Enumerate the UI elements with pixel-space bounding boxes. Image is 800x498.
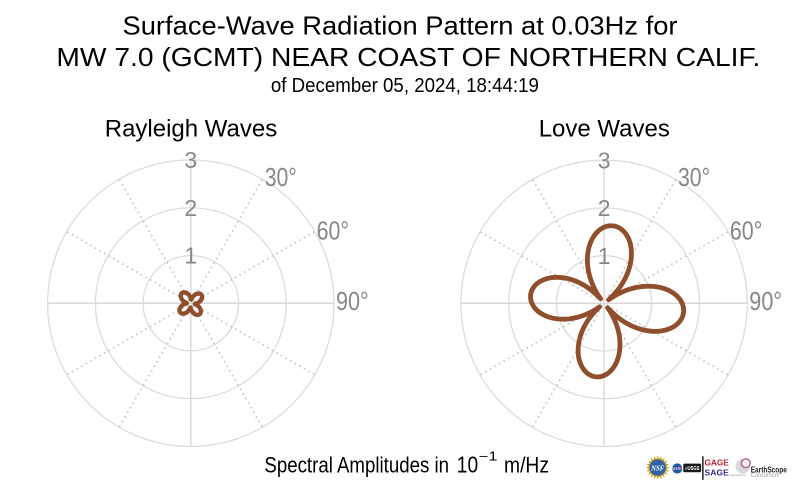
svg-text:MW 7.0 (GCMT) NEAR COAST OF NO: MW 7.0 (GCMT) NEAR COAST OF NORTHERN CAL… (56, 42, 760, 72)
svg-text:Spectral Amplitudes in: Spectral Amplitudes in (264, 452, 449, 477)
svg-text:NASA: NASA (672, 466, 684, 471)
svg-text:3: 3 (598, 147, 611, 173)
svg-text:−1: −1 (479, 450, 498, 464)
svg-text:Operated by: Operated by (731, 473, 747, 477)
svg-text:1: 1 (598, 243, 611, 269)
svg-text:10: 10 (457, 451, 478, 477)
svg-text:60°: 60° (730, 216, 762, 246)
svg-text:GAGE: GAGE (705, 457, 730, 467)
svg-text:Rayleigh Waves: Rayleigh Waves (105, 115, 278, 142)
svg-text:of December 05, 2024, 18:44:19: of December 05, 2024, 18:44:19 (271, 75, 539, 97)
svg-text:Consortium: Consortium (751, 473, 780, 479)
svg-text:30°: 30° (678, 162, 710, 192)
svg-text:90°: 90° (749, 286, 782, 316)
svg-text:3: 3 (184, 147, 197, 173)
svg-text:EarthScope: EarthScope (751, 464, 787, 474)
svg-text:NSF: NSF (650, 465, 665, 472)
svg-text:≡USGS: ≡USGS (685, 466, 700, 472)
svg-text:m/Hz: m/Hz (504, 452, 549, 477)
svg-text:2: 2 (184, 195, 197, 221)
svg-text:1: 1 (184, 243, 197, 269)
svg-text:Surface-Wave Radiation Pattern: Surface-Wave Radiation Pattern at 0.03Hz… (123, 10, 678, 40)
svg-text:Love Waves: Love Waves (539, 115, 670, 142)
svg-text:90°: 90° (336, 286, 369, 316)
svg-text:30°: 30° (265, 162, 297, 192)
svg-text:60°: 60° (317, 216, 349, 246)
svg-text:SAGE: SAGE (705, 467, 730, 477)
svg-text:2: 2 (598, 195, 611, 221)
